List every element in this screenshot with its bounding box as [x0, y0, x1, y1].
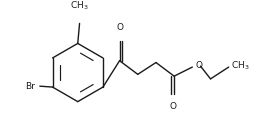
Text: O: O	[195, 61, 202, 70]
Text: O: O	[170, 102, 177, 111]
Text: CH$_3$: CH$_3$	[70, 0, 89, 13]
Text: O: O	[117, 23, 124, 32]
Text: Br: Br	[25, 82, 35, 91]
Text: CH$_3$: CH$_3$	[231, 60, 250, 72]
